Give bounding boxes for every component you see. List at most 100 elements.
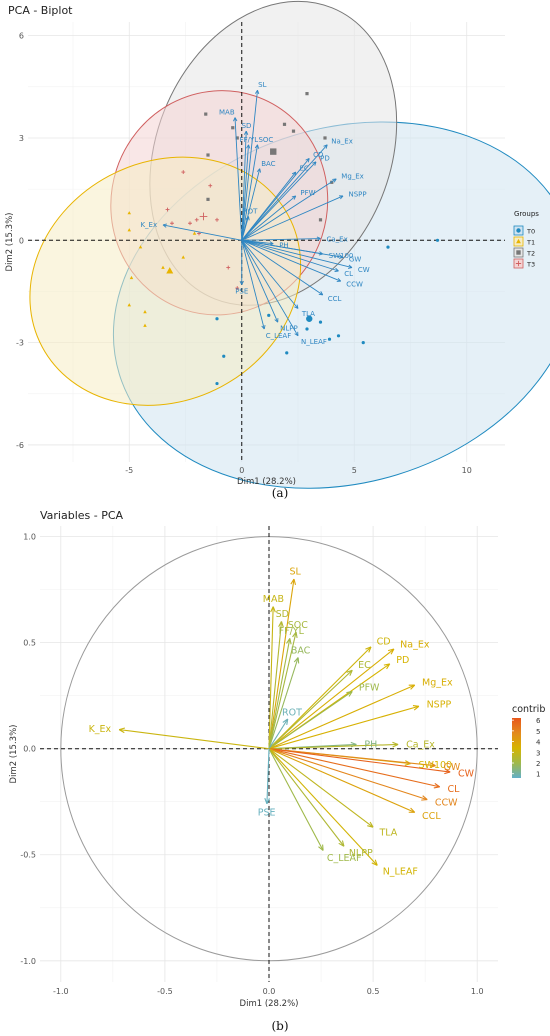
point-t2: [231, 126, 235, 130]
label-soc: SOC: [288, 620, 309, 631]
arrowhead-cd: [365, 646, 372, 653]
arrowhead-cw: [347, 264, 353, 269]
label-cd: CD: [377, 637, 391, 648]
x-tick-label: -1.0: [53, 987, 69, 996]
panel-b-label: (b): [271, 1019, 288, 1033]
arrowhead-mab: [270, 606, 276, 613]
label-mg-ex: Mg_Ex: [422, 677, 453, 688]
legend-label-t0: T0: [526, 228, 535, 236]
y-tick-label: 0.5: [23, 639, 36, 648]
point-t2: [305, 92, 309, 96]
arrowhead-sd: [243, 130, 249, 135]
label-gw: GW: [444, 762, 461, 773]
label-ec: EC: [299, 164, 308, 172]
arrowhead-cl: [433, 782, 441, 789]
x-tick-label: 5: [352, 466, 357, 475]
arrow-sd: [241, 131, 247, 241]
label-pd: PD: [320, 154, 330, 162]
biplot-variable-arrows: [162, 89, 353, 337]
y-tick-label: 0.0: [23, 745, 36, 754]
arrow-cl: [268, 748, 440, 788]
point-t3: [194, 217, 199, 222]
label-pse: PSE: [235, 288, 248, 296]
arrow-soc: [241, 144, 258, 241]
arrow-ec: [268, 669, 353, 750]
x-tick-label: -0.5: [157, 987, 173, 996]
arrow-sl: [268, 578, 295, 749]
label-ccw: CCW: [346, 281, 363, 289]
point-t1: [192, 231, 197, 235]
point-t0: [215, 317, 219, 321]
legend-label-t1: T1: [526, 239, 535, 247]
arrowhead-c-leaf: [318, 844, 324, 851]
legend-marker-t3: [515, 260, 522, 267]
label-mg-ex: Mg_Ex: [341, 173, 364, 181]
y-tick-label: 3: [19, 134, 24, 143]
label-pse: PSE: [258, 807, 276, 818]
arrowhead-ccl: [408, 807, 416, 813]
arrow-ph: [241, 239, 274, 245]
centroid-t3: [199, 212, 208, 221]
arrow-ca-ex: [241, 238, 321, 241]
arrowhead-sl: [290, 578, 297, 585]
biplot-legend: Groups T0 T1 T2 T3: [513, 210, 539, 269]
label-cl: CL: [344, 270, 353, 278]
point-t0: [327, 337, 332, 341]
label-ccl: CCL: [328, 295, 342, 303]
colorbar-tick-label: 5: [536, 728, 540, 736]
arrow-tla: [241, 240, 299, 309]
arrow-soc: [268, 631, 297, 749]
label-tla: TLA: [378, 827, 397, 838]
biplot-x-axis-label: Dim1 (28.2%): [237, 477, 296, 487]
label-sd: SD: [276, 609, 289, 620]
arrowhead-k-ex: [118, 727, 126, 734]
arrow-k-ex: [162, 224, 242, 241]
variables-arrows: [118, 578, 451, 866]
biplot-points: [127, 92, 440, 386]
point-t0: [361, 341, 365, 345]
label-rot: ROT: [243, 208, 258, 216]
point-t1: [129, 275, 134, 280]
x-tick-label: 0.0: [263, 987, 276, 996]
biplot-y-axis-label: Dim2 (15.3%): [5, 213, 15, 272]
point-t1: [127, 211, 132, 215]
arrowhead-bac: [256, 168, 262, 173]
arrowhead-ccw: [336, 277, 342, 282]
arrowhead-bac: [293, 657, 300, 664]
arrow-ec: [241, 171, 297, 241]
label-sw100: SW100: [419, 760, 453, 771]
colorbar-tick-label: 6: [536, 717, 541, 725]
arrow-ccl: [268, 748, 415, 813]
arrowhead-na-ex: [387, 648, 395, 655]
arrowhead-mg-ex: [332, 178, 337, 183]
x-tick-label: -5: [125, 466, 133, 475]
arrowhead-ccl: [318, 291, 324, 296]
point-t0: [435, 238, 440, 242]
centroid-t1: [166, 267, 174, 274]
arrow-c-leaf: [268, 748, 324, 851]
point-t2: [318, 218, 323, 222]
arrow-ff-yl: [268, 638, 291, 749]
label-mab: MAB: [219, 109, 235, 117]
centroid-t2: [270, 148, 277, 155]
arrow-n-leaf: [268, 748, 378, 866]
arrow-nspp: [241, 195, 344, 241]
arrowhead-cd: [305, 158, 310, 163]
arrow-sd: [268, 621, 283, 749]
label-k-ex: K_Ex: [89, 724, 112, 735]
arrow-rot: [241, 216, 249, 241]
arrow-cl: [241, 239, 339, 272]
y-tick-label: 0: [19, 236, 24, 245]
point-t2: [235, 136, 239, 140]
point-t1: [181, 255, 186, 259]
arrow-cw: [268, 748, 451, 773]
arrow-tla: [268, 748, 374, 828]
label-nlpp: NLPP: [280, 325, 298, 333]
arrow-pfw: [268, 690, 353, 750]
arrowhead-mab: [233, 117, 238, 122]
point-t0: [215, 381, 219, 386]
label-sd: SD: [242, 122, 252, 130]
point-t3: [188, 221, 192, 226]
legend-marker-t2: [516, 250, 521, 255]
